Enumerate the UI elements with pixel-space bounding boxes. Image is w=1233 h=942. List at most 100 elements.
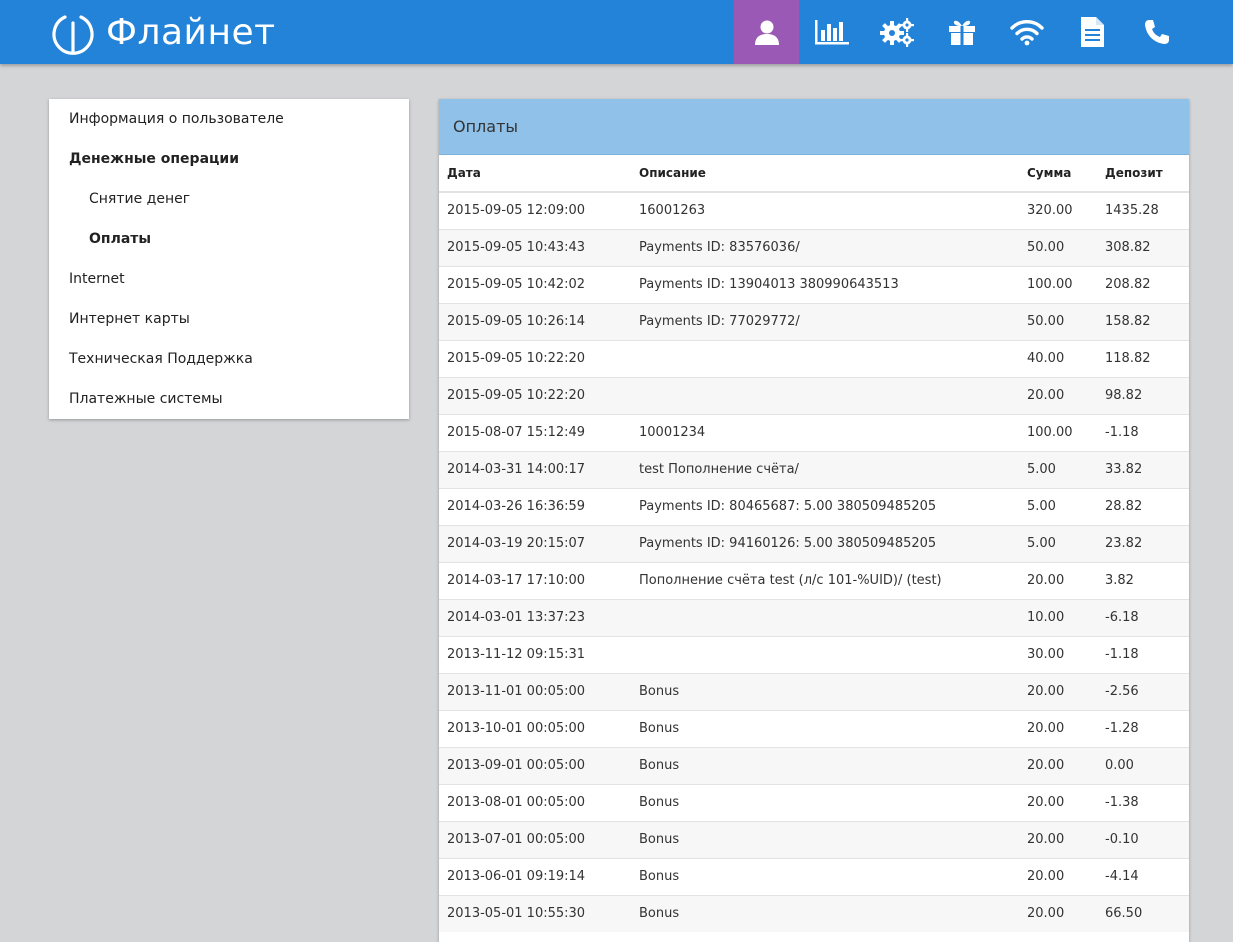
bar-chart-icon — [813, 18, 851, 46]
table-row: 2014-03-26 16:36:59 Payments ID: 80465687… — [439, 487, 1189, 525]
cell-description: Payments ID: 80465687: 5.00 380509485205 — [631, 487, 1019, 525]
cell-description — [631, 598, 1019, 636]
sidebar-item-withdrawals[interactable]: Снятие денег — [89, 191, 191, 207]
table-row: 2015-09-05 10:22:20 40.00 118.82 — [439, 339, 1189, 377]
cell-deposit: -4.14 — [1097, 857, 1189, 895]
table-row: 2013-08-01 00:05:00 Bonus 20.00 -1.38 — [439, 783, 1189, 821]
cell-deposit: 158.82 — [1097, 302, 1189, 340]
panel-title: Оплаты — [439, 99, 1189, 155]
cell-date: 2013-10-01 00:05:00 — [439, 709, 631, 747]
table-row: 2015-09-05 12:09:00 16001263 320.00 1435.28 — [439, 191, 1189, 229]
table-row: 2015-08-07 15:12:49 10001234 100.00 -1.18 — [439, 413, 1189, 451]
cell-deposit: -1.28 — [1097, 709, 1189, 747]
table-row: 2015-09-05 10:42:02 Payments ID: 13904013… — [439, 265, 1189, 303]
table-row: 2013-05-01 10:55:30 Bonus 20.00 66.50 — [439, 894, 1189, 932]
cell-deposit: -6.18 — [1097, 598, 1189, 636]
sidebar-item-internet-cards[interactable]: Интернет карты — [69, 311, 190, 327]
cell-sum: 50.00 — [1019, 302, 1097, 340]
cell-deposit: -1.18 — [1097, 413, 1189, 451]
cell-date: 2014-03-19 20:15:07 — [439, 524, 631, 562]
cell-sum: 30.00 — [1019, 635, 1097, 673]
table-row: 2014-03-19 20:15:07 Payments ID: 94160126… — [439, 524, 1189, 562]
column-header-description[interactable]: Описание — [631, 155, 1019, 193]
cell-sum: 100.00 — [1019, 265, 1097, 303]
table-header-row: Дата Описание Сумма Депозит — [439, 155, 1189, 193]
cell-date: 2015-09-05 10:42:02 — [439, 265, 631, 303]
sidebar-item-payment-systems[interactable]: Платежные системы — [69, 391, 223, 407]
nav-services-button[interactable] — [864, 0, 929, 64]
cell-sum: 5.00 — [1019, 487, 1097, 525]
user-icon — [753, 18, 781, 46]
table-row: 2014-03-31 14:00:17 test Пополнение счёта… — [439, 450, 1189, 488]
nav-contacts-button[interactable] — [1124, 0, 1189, 64]
cell-date: 2015-09-05 12:09:00 — [439, 191, 631, 229]
cell-sum: 50.00 — [1019, 228, 1097, 266]
table-row: 2013-07-01 00:05:00 Bonus 20.00 -0.10 — [439, 820, 1189, 858]
cell-deposit: 308.82 — [1097, 228, 1189, 266]
cell-sum: 20.00 — [1019, 672, 1097, 710]
cell-date: 2013-07-01 00:05:00 — [439, 820, 631, 858]
cell-description: Bonus — [631, 857, 1019, 895]
cell-deposit: 33.82 — [1097, 450, 1189, 488]
payments-panel: Оплаты Дата Описание Сумма Депозит 2015-… — [439, 99, 1189, 942]
cell-date: 2013-11-12 09:15:31 — [439, 635, 631, 673]
table-row: 2015-09-05 10:26:14 Payments ID: 77029772… — [439, 302, 1189, 340]
table-row: 2013-11-12 09:15:31 30.00 -1.18 — [439, 635, 1189, 673]
cell-description — [631, 635, 1019, 673]
cell-deposit: 1435.28 — [1097, 191, 1189, 229]
cell-description: 10001234 — [631, 413, 1019, 451]
sidebar-item-user-info[interactable]: Информация о пользователе — [69, 111, 284, 127]
table-row: 2015-09-05 10:43:43 Payments ID: 83576036… — [439, 228, 1189, 266]
cell-description: Bonus — [631, 709, 1019, 747]
gears-icon — [879, 16, 915, 48]
cell-deposit: -2.56 — [1097, 672, 1189, 710]
cell-description: Payments ID: 94160126: 5.00 380509485205 — [631, 524, 1019, 562]
column-header-date[interactable]: Дата — [439, 155, 631, 193]
cell-deposit: 208.82 — [1097, 265, 1189, 303]
cell-date: 2013-08-01 00:05:00 — [439, 783, 631, 821]
cell-description: Пополнение счёта test (л/с 101-%UID)/ (t… — [631, 561, 1019, 599]
nav-user-button[interactable] — [734, 0, 799, 64]
sidebar-item-payments[interactable]: Оплаты — [89, 231, 152, 247]
cell-description — [631, 376, 1019, 414]
table-row: 2013-06-01 09:19:14 Bonus 20.00 -4.14 — [439, 857, 1189, 895]
cell-deposit: -1.18 — [1097, 635, 1189, 673]
cell-sum: 20.00 — [1019, 857, 1097, 895]
cell-date: 2013-06-01 09:19:14 — [439, 857, 631, 895]
cell-date: 2015-09-05 10:26:14 — [439, 302, 631, 340]
cell-date: 2014-03-31 14:00:17 — [439, 450, 631, 488]
nav-bonus-button[interactable] — [929, 0, 994, 64]
cell-date: 2015-09-05 10:22:20 — [439, 339, 631, 377]
cell-date: 2013-11-01 00:05:00 — [439, 672, 631, 710]
cell-date: 2014-03-17 17:10:00 — [439, 561, 631, 599]
nav-stats-button[interactable] — [799, 0, 864, 64]
cell-sum: 10.00 — [1019, 598, 1097, 636]
top-nav — [734, 0, 1189, 64]
cell-description — [631, 339, 1019, 377]
cell-sum: 20.00 — [1019, 783, 1097, 821]
cell-description: test Пополнение счёта/ — [631, 450, 1019, 488]
cell-description: Payments ID: 13904013 380990643513 — [631, 265, 1019, 303]
cell-sum: 20.00 — [1019, 820, 1097, 858]
top-bar: Флайнет — [0, 0, 1233, 64]
logo[interactable]: Флайнет — [50, 7, 276, 57]
sidebar-item-money-operations[interactable]: Денежные операции — [69, 151, 240, 167]
cell-deposit: 118.82 — [1097, 339, 1189, 377]
nav-documents-button[interactable] — [1059, 0, 1124, 64]
column-header-sum[interactable]: Сумма — [1019, 155, 1097, 193]
nav-wifi-button[interactable] — [994, 0, 1059, 64]
cell-deposit: 0.00 — [1097, 746, 1189, 784]
sidebar-item-tech-support[interactable]: Техническая Поддержка — [69, 351, 253, 367]
table-row: 2013-10-01 00:05:00 Bonus 20.00 -1.28 — [439, 709, 1189, 747]
cell-description: Payments ID: 83576036/ — [631, 228, 1019, 266]
cell-date: 2015-08-07 15:12:49 — [439, 413, 631, 451]
column-header-deposit[interactable]: Депозит — [1097, 155, 1189, 193]
cell-deposit: 23.82 — [1097, 524, 1189, 562]
cell-sum: 5.00 — [1019, 524, 1097, 562]
table-row: 2013-11-01 00:05:00 Bonus 20.00 -2.56 — [439, 672, 1189, 710]
sidebar-item-internet[interactable]: Internet — [69, 271, 125, 287]
table-row: 2015-09-05 10:22:20 20.00 98.82 — [439, 376, 1189, 414]
cell-description: Bonus — [631, 746, 1019, 784]
cell-date: 2014-03-01 13:37:23 — [439, 598, 631, 636]
gift-icon — [947, 17, 977, 47]
